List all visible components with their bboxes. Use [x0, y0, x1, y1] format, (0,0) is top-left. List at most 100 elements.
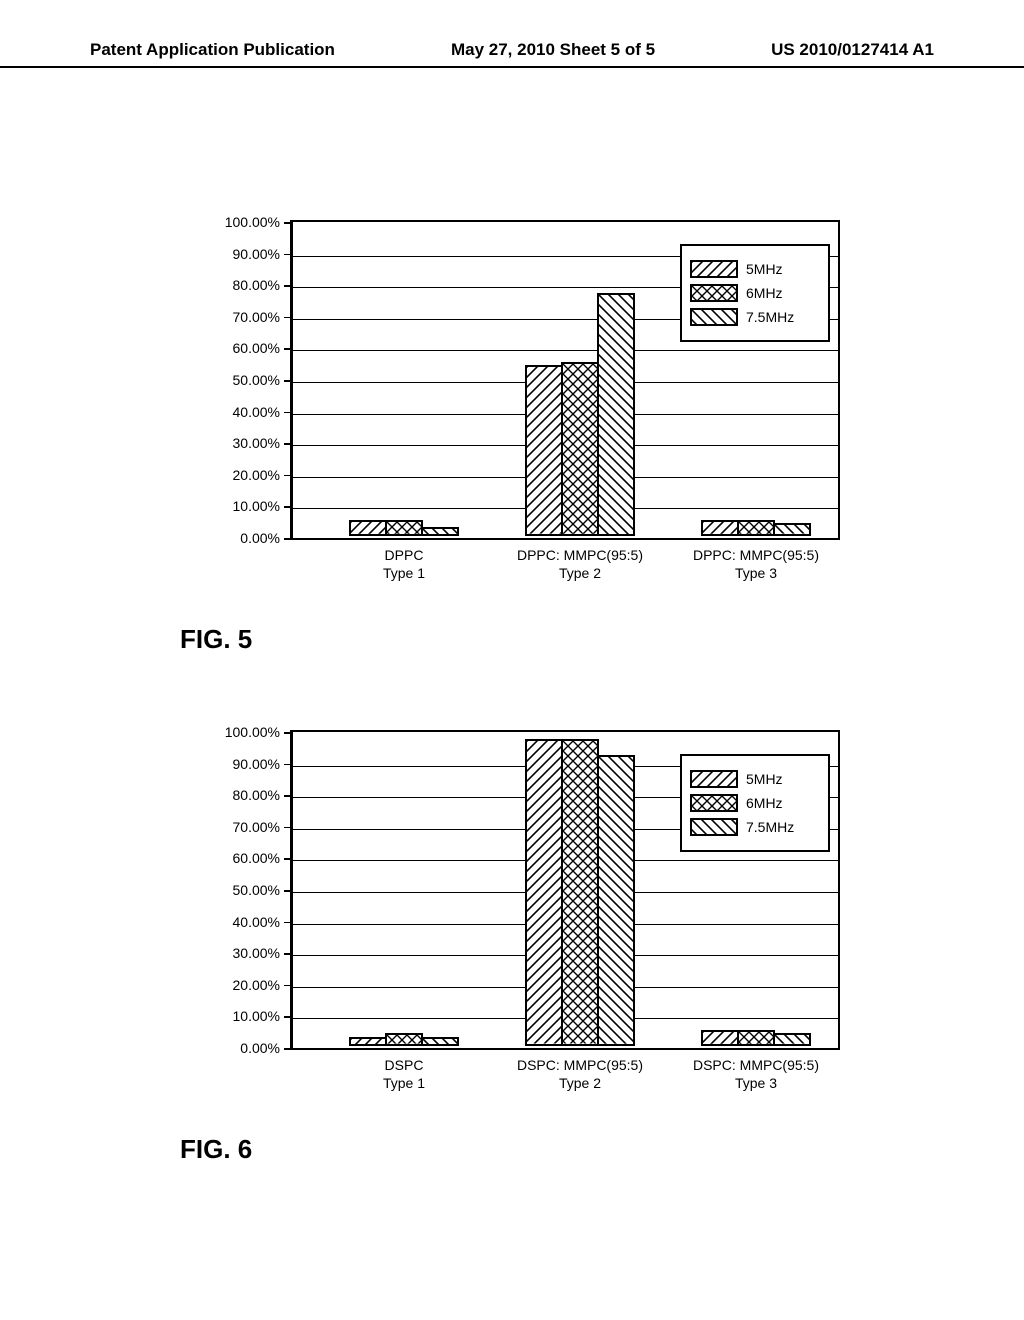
y-tick-label: 50.00%	[210, 882, 280, 898]
x-category-label: DSPCType 1	[319, 1056, 489, 1092]
y-tick-label: 50.00%	[210, 372, 280, 388]
y-tick-mark	[284, 412, 290, 414]
header-right: US 2010/0127414 A1	[771, 40, 934, 60]
legend-label: 7.5MHz	[746, 309, 794, 325]
y-tick-label: 30.00%	[210, 435, 280, 451]
y-tick-mark	[284, 222, 290, 224]
y-tick-mark	[284, 475, 290, 477]
y-axis	[290, 222, 293, 538]
page: Patent Application Publication May 27, 2…	[0, 0, 1024, 1320]
bar	[385, 1033, 423, 1046]
legend-swatch	[690, 308, 738, 326]
bar-group	[510, 220, 650, 536]
legend-item: 6MHz	[690, 284, 820, 302]
legend-swatch	[690, 794, 738, 812]
y-tick-label: 100.00%	[210, 724, 280, 740]
figure-label: FIG. 6	[180, 1134, 252, 1165]
y-tick-mark	[284, 953, 290, 955]
y-tick-mark	[284, 827, 290, 829]
bar	[597, 755, 635, 1046]
legend-item: 7.5MHz	[690, 818, 820, 836]
y-tick-label: 20.00%	[210, 977, 280, 993]
legend-item: 5MHz	[690, 260, 820, 278]
y-tick-mark	[284, 922, 290, 924]
bar	[349, 520, 387, 536]
y-tick-mark	[284, 538, 290, 540]
legend-label: 5MHz	[746, 261, 783, 277]
plot-area: 5MHz 6MHz 7.5MHz	[290, 730, 840, 1050]
y-tick-mark	[284, 285, 290, 287]
bar	[385, 520, 423, 536]
bar	[561, 739, 599, 1046]
bar	[525, 739, 563, 1046]
y-tick-mark	[284, 795, 290, 797]
y-tick-label: 80.00%	[210, 277, 280, 293]
bar-group	[334, 220, 474, 536]
header-center: May 27, 2010 Sheet 5 of 5	[451, 40, 655, 60]
y-tick-label: 60.00%	[210, 340, 280, 356]
y-tick-label: 80.00%	[210, 787, 280, 803]
bar	[701, 520, 739, 536]
bar-group	[510, 730, 650, 1046]
x-category-label: DPPC: MMPC(95:5)Type 2	[495, 546, 665, 582]
x-category-label: DSPC: MMPC(95:5)Type 2	[495, 1056, 665, 1092]
y-axis	[290, 732, 293, 1048]
bar	[773, 1033, 811, 1046]
legend-swatch	[690, 284, 738, 302]
bar	[701, 1030, 739, 1046]
y-tick-label: 40.00%	[210, 914, 280, 930]
y-tick-mark	[284, 443, 290, 445]
figure-5-chart: 5MHz6MHz7.5MHz 0.00%10.00%20.00%30.00%40…	[210, 220, 840, 575]
bar	[421, 527, 459, 536]
y-tick-label: 90.00%	[210, 246, 280, 262]
legend-swatch	[690, 260, 738, 278]
y-tick-mark	[284, 254, 290, 256]
y-tick-mark	[284, 1016, 290, 1018]
legend-item: 5MHz	[690, 770, 820, 788]
y-tick-mark	[284, 380, 290, 382]
y-tick-mark	[284, 858, 290, 860]
y-tick-mark	[284, 732, 290, 734]
y-tick-label: 60.00%	[210, 850, 280, 866]
y-tick-label: 90.00%	[210, 756, 280, 772]
legend-label: 5MHz	[746, 771, 783, 787]
y-tick-mark	[284, 985, 290, 987]
page-header: Patent Application Publication May 27, 2…	[0, 40, 1024, 68]
y-tick-mark	[284, 317, 290, 319]
figure-6-chart: 5MHz6MHz7.5MHz 0.00%10.00%20.00%30.00%40…	[210, 730, 840, 1085]
legend-item: 7.5MHz	[690, 308, 820, 326]
bar	[421, 1037, 459, 1046]
y-tick-label: 70.00%	[210, 819, 280, 835]
y-tick-mark	[284, 890, 290, 892]
y-tick-label: 10.00%	[210, 498, 280, 514]
bar-group	[334, 730, 474, 1046]
legend-label: 6MHz	[746, 285, 783, 301]
bar	[773, 523, 811, 536]
bar	[737, 520, 775, 536]
legend-item: 6MHz	[690, 794, 820, 812]
y-tick-label: 40.00%	[210, 404, 280, 420]
plot-outer: 5MHz6MHz7.5MHz 0.00%10.00%20.00%30.00%40…	[210, 730, 840, 1085]
bar	[561, 362, 599, 536]
y-tick-label: 70.00%	[210, 309, 280, 325]
plot-area: 5MHz 6MHz 7.5MHz	[290, 220, 840, 540]
y-tick-mark	[284, 348, 290, 350]
y-tick-label: 100.00%	[210, 214, 280, 230]
x-category-label: DPPCType 1	[319, 546, 489, 582]
legend-swatch	[690, 818, 738, 836]
legend: 5MHz 6MHz 7.5MHz	[680, 244, 830, 342]
y-tick-mark	[284, 764, 290, 766]
legend-label: 7.5MHz	[746, 819, 794, 835]
y-tick-mark	[284, 506, 290, 508]
figure-label: FIG. 5	[180, 624, 252, 655]
y-tick-mark	[284, 1048, 290, 1050]
y-tick-label: 0.00%	[210, 530, 280, 546]
bar	[737, 1030, 775, 1046]
header-left: Patent Application Publication	[90, 40, 335, 60]
x-category-label: DSPC: MMPC(95:5)Type 3	[671, 1056, 841, 1092]
x-category-label: DPPC: MMPC(95:5)Type 3	[671, 546, 841, 582]
legend-swatch	[690, 770, 738, 788]
y-tick-label: 0.00%	[210, 1040, 280, 1056]
y-tick-label: 30.00%	[210, 945, 280, 961]
legend: 5MHz 6MHz 7.5MHz	[680, 754, 830, 852]
